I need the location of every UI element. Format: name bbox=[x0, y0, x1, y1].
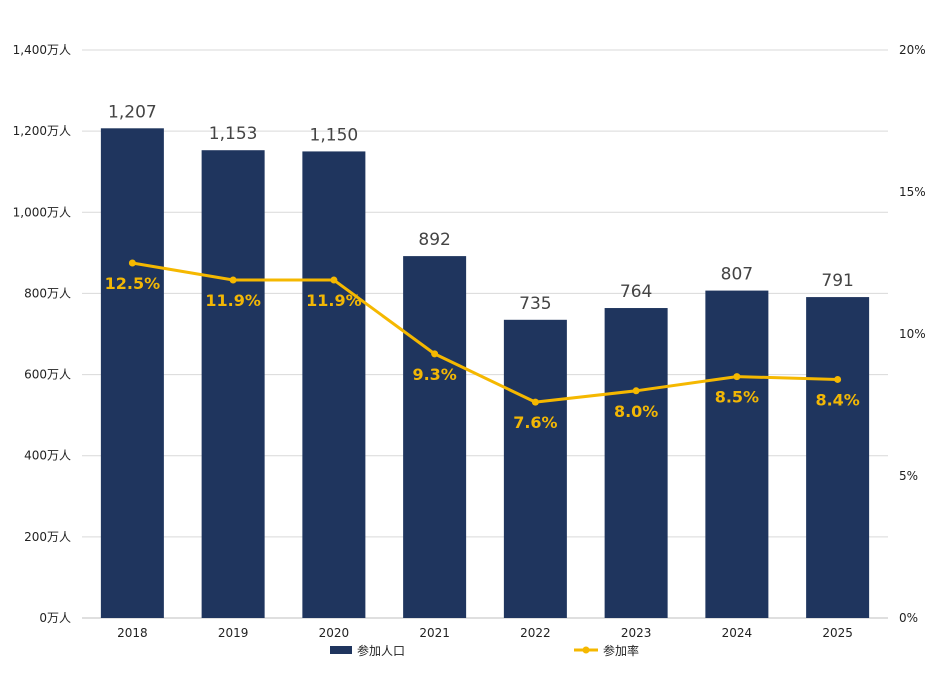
x-tick-label: 2022 bbox=[520, 626, 551, 640]
rate-point bbox=[431, 350, 439, 358]
rate-point bbox=[229, 276, 237, 284]
x-tick-label: 2025 bbox=[822, 626, 853, 640]
rate-line bbox=[132, 261, 838, 404]
right-axis: 0% 5% 10% 15% 20% bbox=[899, 43, 926, 625]
bar bbox=[604, 308, 668, 618]
x-tick-label: 2020 bbox=[319, 626, 350, 640]
legend: 参加人口 参加率 bbox=[330, 643, 639, 658]
bar-data-label: 1,207 bbox=[108, 102, 157, 122]
rate-point bbox=[733, 373, 741, 381]
bar-data-label: 764 bbox=[620, 282, 652, 302]
y-left-tick-label: 1,400万人 bbox=[13, 43, 71, 57]
rate-data-label: 8.4% bbox=[815, 390, 859, 409]
y-right-tick-label: 5% bbox=[899, 469, 918, 483]
rate-point bbox=[834, 375, 842, 383]
legend-swatch-bar bbox=[330, 646, 352, 654]
bar bbox=[100, 128, 164, 618]
y-right-tick-label: 15% bbox=[899, 185, 926, 199]
bar bbox=[403, 256, 467, 618]
bar-data-labels: 1,207 1,153 1,150 892 735 764 807 791 bbox=[108, 102, 854, 313]
bar-data-label: 1,153 bbox=[209, 124, 258, 144]
rate-data-label: 9.3% bbox=[412, 365, 456, 384]
y-left-tick-label: 1,200万人 bbox=[13, 124, 71, 138]
legend-label-bar: 参加人口 bbox=[357, 643, 405, 658]
bar-data-label: 892 bbox=[418, 230, 450, 250]
x-tick-label: 2021 bbox=[419, 626, 450, 640]
y-left-tick-label: 400万人 bbox=[24, 449, 71, 463]
bar-series bbox=[100, 128, 870, 618]
rate-data-label: 11.9% bbox=[205, 291, 261, 310]
x-tick-label: 2019 bbox=[218, 626, 249, 640]
y-right-tick-label: 0% bbox=[899, 611, 918, 625]
bar bbox=[705, 290, 769, 618]
legend-swatch-marker bbox=[582, 646, 590, 654]
y-left-tick-label: 200万人 bbox=[24, 530, 71, 544]
rate-data-label: 11.9% bbox=[306, 291, 362, 310]
legend-label-line: 参加率 bbox=[603, 643, 639, 658]
y-left-tick-label: 0万人 bbox=[39, 611, 71, 625]
bar bbox=[503, 319, 567, 618]
bar-data-label: 1,150 bbox=[310, 125, 359, 145]
bar bbox=[806, 297, 870, 618]
y-right-tick-label: 20% bbox=[899, 43, 926, 57]
bar bbox=[302, 151, 366, 618]
rate-data-label: 8.5% bbox=[715, 388, 759, 407]
y-left-tick-label: 1,000万人 bbox=[13, 205, 71, 219]
left-axis: 0万人 200万人 400万人 600万人 800万人 1,000万人 1,200万人 1,4… bbox=[13, 43, 71, 625]
bar bbox=[201, 150, 265, 618]
y-right-tick-label: 10% bbox=[899, 327, 926, 341]
y-left-tick-label: 800万人 bbox=[24, 286, 71, 300]
bar-data-label: 807 bbox=[721, 265, 753, 285]
line-data-labels: 12.5% 11.9% 11.9% 9.3% 7.6% 8.0% 8.5% 8.4% bbox=[105, 274, 860, 432]
rate-point bbox=[128, 259, 136, 267]
y-left-tick-label: 600万人 bbox=[24, 368, 71, 382]
x-tick-label: 2024 bbox=[722, 626, 753, 640]
x-tick-label: 2018 bbox=[117, 626, 148, 640]
rate-point bbox=[531, 398, 539, 406]
x-axis: 2018 2019 2020 2021 2022 2023 2024 2025 bbox=[117, 626, 853, 640]
line-series bbox=[128, 259, 842, 406]
rate-point bbox=[632, 387, 640, 395]
bar-data-label: 791 bbox=[821, 271, 853, 291]
rate-data-label: 7.6% bbox=[513, 413, 557, 432]
rate-data-label: 12.5% bbox=[105, 274, 161, 293]
x-tick-label: 2023 bbox=[621, 626, 652, 640]
bar-data-label: 735 bbox=[519, 294, 551, 314]
rate-point bbox=[330, 276, 338, 284]
rate-data-label: 8.0% bbox=[614, 402, 658, 421]
